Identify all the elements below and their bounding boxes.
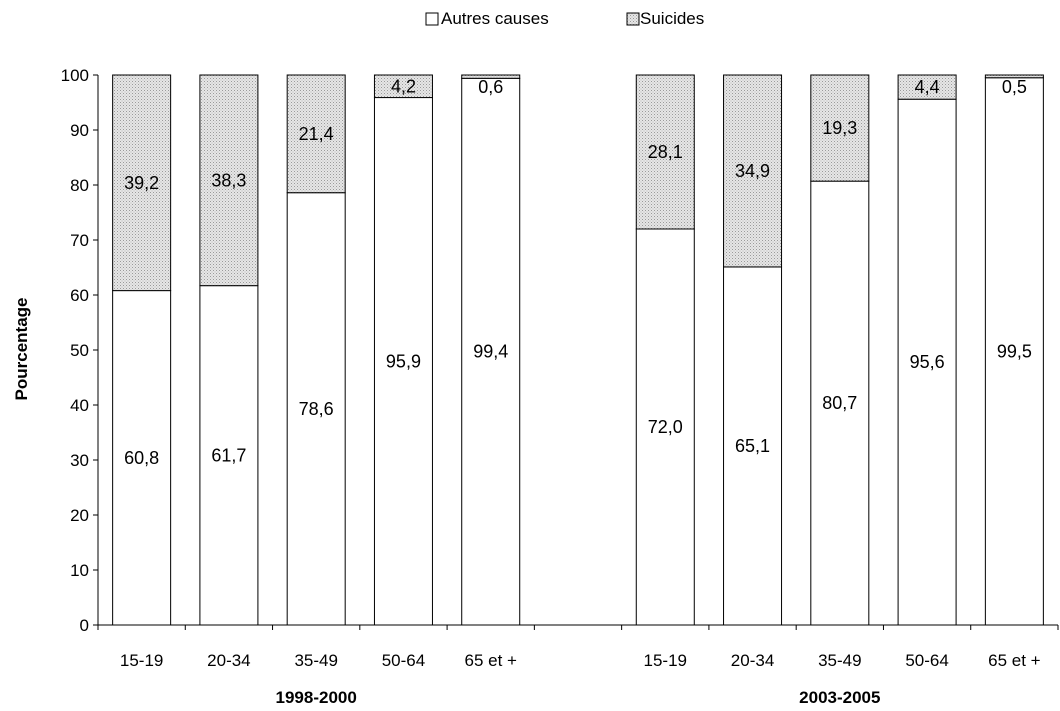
data-label-suicides: 19,3 — [822, 118, 857, 138]
y-tick-label: 50 — [70, 341, 89, 360]
y-tick-label: 40 — [70, 396, 89, 415]
data-label-autres-causes: 95,6 — [910, 352, 945, 372]
legend-swatch-autres — [425, 12, 439, 26]
x-category-label: 15-19 — [644, 651, 687, 670]
bar-segment-autres-causes — [461, 77, 521, 626]
bar-segment-autres-causes — [635, 228, 695, 626]
bar-segment-autres-causes — [723, 266, 783, 626]
data-label-suicides: 34,9 — [735, 161, 770, 181]
bars — [112, 74, 1044, 626]
y-tick-label: 60 — [70, 286, 89, 305]
x-category-label: 65 et + — [464, 651, 517, 670]
data-label-suicides: 21,4 — [299, 124, 334, 144]
legend-item-autres: Autres causes — [425, 9, 549, 28]
data-label-autres-causes: 78,6 — [299, 399, 334, 419]
y-tick-label: 10 — [70, 561, 89, 580]
bar-segment-suicides — [897, 74, 957, 100]
bar-segment-autres-causes — [810, 180, 870, 626]
data-label-suicides: 39,2 — [124, 173, 159, 193]
data-label-suicides: 4,4 — [915, 77, 940, 97]
data-label-autres-causes: 72,0 — [648, 417, 683, 437]
x-category-label: 35-49 — [294, 651, 337, 670]
bar-segment-autres-causes — [112, 290, 172, 626]
data-label-autres-causes: 60,8 — [124, 448, 159, 468]
data-label-suicides: 0,5 — [1002, 77, 1027, 97]
data-label-suicides: 38,3 — [211, 170, 246, 190]
data-label-autres-causes: 61,7 — [211, 445, 246, 465]
y-tick-label: 80 — [70, 176, 89, 195]
data-label-autres-causes: 99,5 — [997, 341, 1032, 361]
legend-item-suicides: Suicides — [626, 9, 704, 28]
bar-segment-suicides — [723, 74, 783, 268]
y-tick-label: 30 — [70, 451, 89, 470]
data-label-suicides: 28,1 — [648, 142, 683, 162]
x-group-label: 2003-2005 — [799, 688, 880, 707]
data-label-autres-causes: 65,1 — [735, 436, 770, 456]
legend-label-suicides: Suicides — [640, 9, 704, 28]
x-group-label: 1998-2000 — [276, 688, 357, 707]
y-tick-label: 100 — [61, 66, 89, 85]
bar-segment-autres-causes — [286, 192, 346, 626]
bar-segment-autres-causes — [897, 98, 957, 626]
bar-segment-suicides — [461, 74, 521, 79]
axes: 0 10 20 30 40 50 60 70 80 90 100 15-19 20-34 35-49 50-… — [61, 66, 1059, 707]
data-label-autres-causes: 95,9 — [386, 351, 421, 371]
y-tick-label: 0 — [80, 616, 89, 635]
legend-label-autres: Autres causes — [441, 9, 549, 28]
x-category-label: 35-49 — [818, 651, 861, 670]
bar-segment-suicides — [635, 74, 695, 230]
legend: Autres causes Suicides — [425, 9, 704, 28]
x-category-label: 50-64 — [382, 651, 425, 670]
bar-segment-suicides — [112, 74, 172, 292]
x-category-label: 50-64 — [905, 651, 948, 670]
x-category-label: 65 et + — [988, 651, 1041, 670]
data-label-suicides: 4,2 — [391, 76, 416, 96]
bar-segment-autres-causes — [984, 77, 1044, 626]
bar-segment-suicides — [199, 74, 259, 287]
x-category-label: 20-34 — [731, 651, 774, 670]
bar-segment-suicides — [984, 74, 1044, 79]
bar-segment-autres-causes — [373, 97, 433, 626]
data-label-autres-causes: 80,7 — [822, 393, 857, 413]
y-tick-label: 20 — [70, 506, 89, 525]
y-tick-label: 90 — [70, 121, 89, 140]
y-tick-label: 70 — [70, 231, 89, 250]
y-axis-title: Pourcentage — [12, 298, 31, 401]
bar-segment-suicides — [810, 74, 870, 182]
data-label-autres-causes: 99,4 — [473, 342, 508, 362]
x-category-label: 15-19 — [120, 651, 163, 670]
data-label-suicides: 0,6 — [478, 77, 503, 97]
data-labels: 60,8 39,2 61,7 38,3 78,6 21,4 95,9 4,2 99,4 0,6 72… — [124, 76, 1032, 468]
legend-swatch-suicides — [626, 12, 640, 26]
bar-segment-suicides — [373, 74, 433, 99]
x-category-label: 20-34 — [207, 651, 250, 670]
bar-segment-suicides — [286, 74, 346, 194]
